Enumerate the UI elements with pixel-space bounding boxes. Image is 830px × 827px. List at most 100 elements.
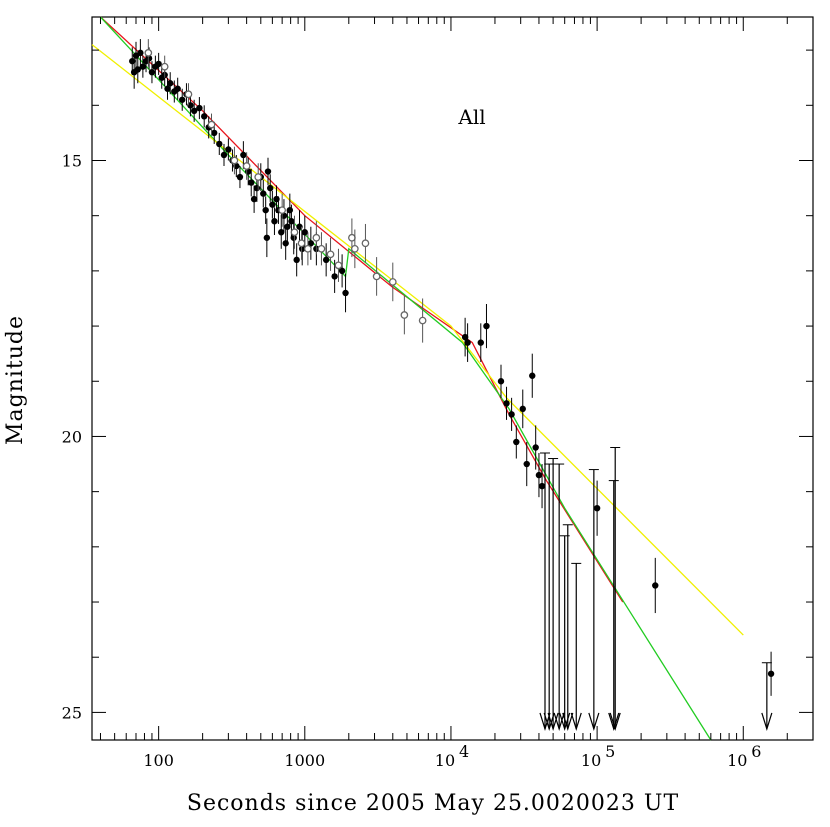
filled-data-point bbox=[532, 425, 539, 470]
y-tick-label: 15 bbox=[62, 151, 82, 170]
open-marker bbox=[184, 90, 193, 99]
filled-marker bbox=[477, 339, 484, 346]
data-points bbox=[129, 39, 775, 696]
upper-limits bbox=[539, 446, 773, 731]
filled-data-point bbox=[338, 254, 346, 288]
x-tick-label: 1000 bbox=[284, 751, 325, 770]
filled-marker bbox=[286, 206, 294, 214]
x-tick-label-exponent: 6 bbox=[751, 742, 761, 761]
fit-lines bbox=[91, 16, 744, 741]
filled-data-point bbox=[267, 174, 274, 202]
filled-marker bbox=[523, 460, 530, 468]
filled-marker bbox=[240, 151, 247, 159]
filled-marker bbox=[519, 405, 526, 413]
filled-data-point bbox=[134, 55, 141, 84]
upper-limit-arrow bbox=[539, 452, 551, 731]
filled-data-point bbox=[278, 215, 285, 249]
filled-marker bbox=[134, 66, 141, 73]
open-marker bbox=[400, 311, 409, 319]
filled-marker bbox=[137, 49, 144, 57]
filled-marker bbox=[250, 195, 258, 203]
filled-marker bbox=[652, 582, 659, 589]
filled-marker bbox=[220, 151, 228, 159]
filled-data-point bbox=[461, 317, 469, 357]
open-data-point bbox=[317, 232, 326, 266]
upper-limit-arrow bbox=[570, 562, 582, 731]
filled-marker bbox=[179, 96, 186, 103]
open-marker bbox=[348, 233, 356, 242]
filled-marker bbox=[236, 173, 244, 181]
open-marker bbox=[350, 244, 359, 253]
filled-data-point bbox=[290, 221, 297, 255]
open-data-point bbox=[334, 248, 343, 282]
open-data-point bbox=[297, 226, 306, 260]
filled-data-point bbox=[767, 651, 775, 696]
filled-marker bbox=[139, 63, 147, 70]
filled-marker bbox=[307, 240, 315, 247]
filled-marker bbox=[483, 322, 490, 330]
filled-marker bbox=[269, 201, 276, 208]
open-data-point bbox=[144, 39, 153, 67]
filled-marker bbox=[322, 256, 330, 264]
filled-data-point bbox=[535, 453, 543, 498]
filled-data-point bbox=[155, 52, 162, 75]
filled-marker bbox=[293, 256, 300, 264]
open-data-point bbox=[418, 298, 427, 343]
filled-marker bbox=[260, 190, 267, 197]
filled-data-point bbox=[293, 243, 300, 277]
filled-data-point bbox=[322, 243, 330, 277]
filled-data-point bbox=[167, 72, 174, 95]
filled-data-point bbox=[464, 323, 471, 362]
upper-limit-head bbox=[609, 712, 621, 731]
upper-limit-head bbox=[608, 712, 620, 731]
upper-limit-arrow bbox=[609, 446, 621, 731]
open-marker bbox=[418, 316, 427, 325]
open-data-point bbox=[326, 237, 335, 271]
y-axis-title: Magnitude bbox=[3, 315, 28, 445]
filled-data-point bbox=[523, 441, 530, 487]
open-marker bbox=[334, 261, 343, 270]
filled-data-point bbox=[593, 480, 601, 536]
open-data-point bbox=[312, 221, 321, 255]
filled-data-point bbox=[236, 166, 244, 189]
open-marker bbox=[230, 156, 239, 165]
open-marker bbox=[242, 162, 251, 170]
filled-data-point bbox=[513, 425, 520, 459]
filled-data-point bbox=[139, 55, 147, 78]
filled-marker bbox=[253, 184, 261, 192]
filled-data-point bbox=[299, 232, 306, 266]
open-marker bbox=[278, 206, 287, 215]
filled-data-point bbox=[220, 143, 228, 167]
open-marker bbox=[290, 228, 299, 237]
filled-marker bbox=[225, 146, 232, 153]
filled-data-point bbox=[250, 185, 258, 213]
filled-marker bbox=[513, 438, 520, 446]
filled-marker bbox=[538, 482, 546, 490]
filled-marker bbox=[299, 245, 306, 253]
filled-marker bbox=[497, 378, 505, 385]
upper-limit-arrow bbox=[562, 524, 574, 731]
filled-marker bbox=[464, 339, 471, 346]
open-data-point bbox=[207, 113, 216, 136]
x-tick-label: 100 bbox=[143, 751, 174, 770]
filled-data-point bbox=[538, 464, 546, 509]
filled-data-point bbox=[503, 386, 510, 420]
filled-data-point bbox=[529, 353, 536, 398]
upper-limit-head bbox=[539, 712, 551, 731]
filled-data-point bbox=[652, 557, 659, 614]
filled-marker bbox=[338, 267, 346, 275]
filled-marker bbox=[461, 333, 469, 341]
open-data-point bbox=[184, 83, 193, 106]
open-data-point bbox=[290, 215, 299, 249]
filled-marker bbox=[155, 60, 162, 68]
open-data-point bbox=[160, 55, 169, 78]
filled-marker bbox=[148, 68, 156, 76]
filled-data-point bbox=[248, 168, 255, 197]
filled-marker bbox=[282, 240, 289, 247]
x-tick-label: 10 bbox=[581, 751, 601, 770]
filled-marker bbox=[331, 273, 338, 280]
open-data-point bbox=[388, 262, 397, 302]
filled-marker bbox=[342, 289, 349, 297]
